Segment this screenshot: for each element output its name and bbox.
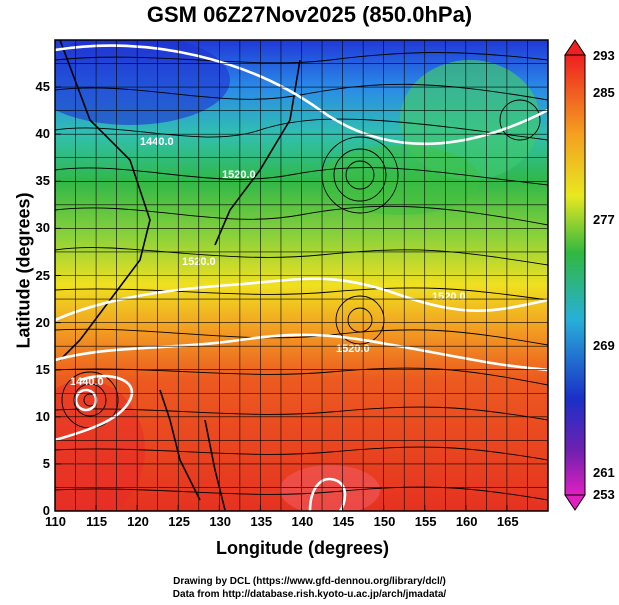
y-tick-label: 25 — [35, 267, 50, 283]
axis-ticks — [54, 86, 508, 512]
x-tick-label: 165 — [496, 514, 519, 529]
y-tick-label: 45 — [35, 79, 50, 95]
x-axis-label: Longitude (degrees) — [215, 538, 389, 558]
colorbar-tick-label: 269 — [593, 338, 615, 354]
x-tick-label: 125 — [168, 514, 190, 529]
y-tick-label: 10 — [35, 408, 50, 424]
y-tick-label: 15 — [35, 361, 50, 377]
contour-label: 1440.0 — [70, 376, 104, 388]
credit-data: Data from http://database.rish.kyoto-u.a… — [172, 589, 447, 600]
temperature-field — [55, 40, 548, 511]
x-tick-label: 150 — [373, 514, 396, 529]
x-tick-label: 130 — [209, 514, 232, 529]
y-tick-label: 0 — [42, 503, 50, 518]
colorbar — [564, 39, 586, 511]
colorbar-tick-label: 253 — [593, 487, 615, 502]
lat-lon-grid — [55, 40, 548, 511]
height-contours — [55, 44, 548, 511]
y-tick-label: 35 — [35, 173, 50, 189]
contour-label: 1440.0 — [140, 136, 174, 148]
x-tick-label: 145 — [332, 514, 355, 529]
contour-label: 1520.0 — [222, 169, 256, 181]
y-tick-label: 5 — [42, 455, 50, 471]
x-tick-label: 140 — [291, 514, 314, 529]
y-tick-label: 40 — [35, 126, 50, 142]
y-axis-label: Latitude (degrees) — [13, 192, 34, 349]
colorbar-tick-label: 261 — [593, 465, 615, 480]
contour-label: 1520.0 — [432, 291, 466, 303]
y-tick-label: 30 — [35, 220, 50, 236]
x-tick-label: 155 — [414, 514, 437, 529]
x-tick-label: 110 — [45, 514, 66, 529]
contour-label: 1520.0 — [336, 343, 370, 355]
x-tick-label: 135 — [250, 514, 273, 529]
x-tick-label: 115 — [86, 514, 108, 529]
y-tick-label: 20 — [35, 314, 50, 330]
x-tick-label: 160 — [455, 514, 478, 529]
map-title: GSM 06Z27Nov2025 (850.0hPa) — [146, 2, 473, 27]
coastline — [59, 40, 301, 511]
x-tick-label: 120 — [127, 514, 149, 529]
colorbar-tick-label: 285 — [593, 85, 615, 100]
colorbar-tick-label: 277 — [593, 211, 615, 227]
credit-drawing: Drawing by DCL (https://www.gfd-dennou.o… — [173, 576, 446, 587]
colorbar-tick-label: 293 — [593, 48, 615, 63]
